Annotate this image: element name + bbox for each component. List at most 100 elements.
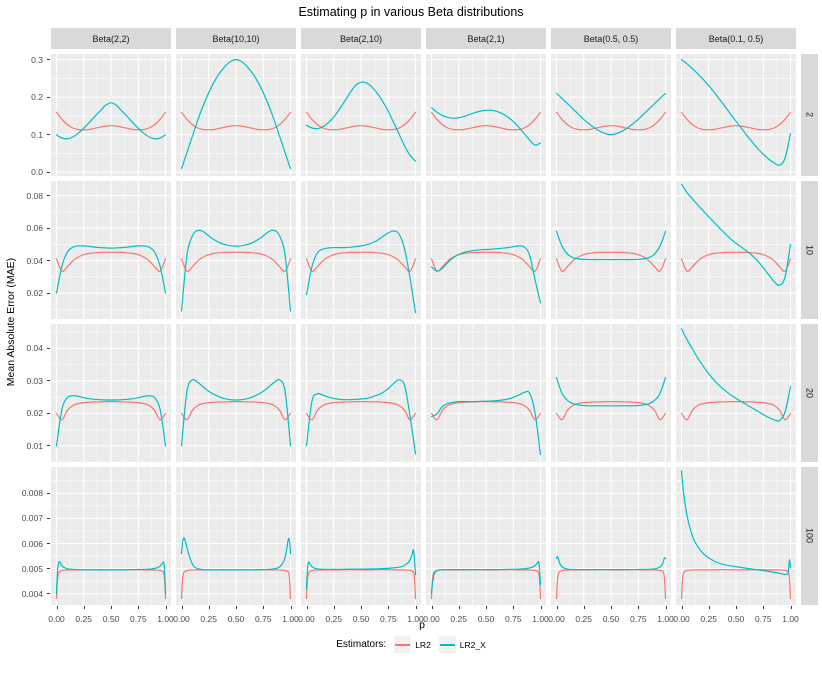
y-tick-mark (47, 347, 50, 349)
x-tick-label: 0.75 (380, 614, 397, 624)
line-lr2-x (555, 555, 667, 571)
line-lr2 (680, 401, 792, 421)
line-lr2 (180, 111, 292, 131)
y-tick-label: 0.008 (21, 488, 43, 499)
line-lr2-x (55, 102, 167, 140)
x-tick-mark (486, 606, 487, 609)
line-lr2 (55, 111, 167, 131)
y-tick-mark (47, 96, 50, 98)
x-tick-label: 0.50 (727, 614, 745, 624)
x-tick-mark (556, 606, 558, 609)
line-lr2-x (305, 549, 417, 590)
line-lr2-x (305, 230, 417, 314)
line-lr2-x (680, 183, 792, 286)
line-lr2-x (305, 81, 417, 162)
facet-strip-row-10: 10 (801, 181, 818, 319)
x-tick-label: 0.25 (75, 614, 92, 624)
y-tick-mark (47, 59, 50, 61)
y-tick-label: 0.0 (31, 167, 43, 178)
facet-panel-n2-col0 (51, 54, 171, 176)
y-axis-2: 0.0 0.1 0.2 0.3 (4, 54, 50, 178)
facet-strip-row-2: 2 (801, 54, 818, 176)
x-tick-mark (540, 606, 542, 609)
x-tick-mark (638, 606, 640, 609)
line-lr2 (180, 251, 292, 272)
facet-strip-col-1: Beta(10,10) (176, 28, 296, 49)
x-tick-label: 0.50 (227, 614, 245, 624)
x-tick-label: 0.00 (673, 614, 690, 624)
facet-strip-col-2: Beta(2,10) (301, 28, 421, 49)
line-lr2-x (555, 230, 667, 261)
x-tick-mark (708, 606, 710, 609)
x-tick-label: 0.00 (173, 614, 190, 624)
y-tick-mark (47, 517, 50, 519)
facet-panel-n100-col2 (301, 467, 421, 605)
facet-panel-n2-col1 (176, 54, 296, 176)
x-axis-col1: 0.00 0.25 0.50 0.75 1.00 (173, 606, 299, 624)
x-tick-mark (458, 606, 460, 609)
x-tick-mark (138, 606, 140, 609)
y-tick-label: 0.004 (21, 588, 43, 599)
x-tick-mark (333, 606, 335, 609)
facet-strip-col-4: Beta(0.5, 0.5) (551, 28, 671, 49)
x-tick-mark (361, 606, 362, 609)
line-lr2 (430, 251, 542, 272)
facet-strip-row-20: 20 (801, 324, 818, 462)
y-tick-mark (47, 492, 50, 494)
x-tick-label: 0.50 (352, 614, 370, 624)
line-lr2 (180, 401, 292, 421)
line-lr2 (430, 111, 542, 131)
x-tick-mark (236, 606, 237, 609)
y-tick-mark (47, 195, 50, 197)
legend-key-lr2_x (438, 636, 456, 653)
line-lr2-x (180, 537, 292, 571)
y-tick-label: 0.03 (26, 375, 43, 386)
x-tick-mark (431, 606, 433, 609)
line-lr2-x (55, 245, 167, 294)
line-lr2 (55, 251, 167, 272)
line-lr2 (555, 251, 667, 272)
x-axis-col4: 0.00 0.25 0.50 0.75 1.00 (548, 606, 674, 624)
x-tick-label: 1.00 (282, 614, 299, 624)
x-tick-label: 0.50 (102, 614, 120, 624)
x-tick-label: 0.00 (298, 614, 315, 624)
y-tick-label: 0.1 (31, 129, 43, 140)
legend-key-lr2 (394, 636, 412, 653)
line-lr2-x (55, 560, 167, 595)
x-tick-mark (790, 606, 792, 609)
y-tick-mark (47, 412, 50, 414)
line-lr2 (55, 401, 167, 421)
x-tick-mark (388, 606, 390, 609)
facet-panel-n100-col1 (176, 467, 296, 605)
legend: Estimators: LR2 LR2_X (0, 636, 822, 653)
x-tick-label: 0.00 (423, 614, 440, 624)
facet-strip-row-100: 100 (801, 467, 818, 605)
x-tick-mark (763, 606, 765, 609)
facet-panel-n10-col0 (51, 181, 171, 319)
line-lr2 (305, 569, 417, 600)
facet-panel-n2-col3 (426, 54, 546, 176)
x-tick-mark (263, 606, 265, 609)
x-tick-mark (56, 606, 58, 609)
legend-key-line-icon (439, 643, 455, 646)
facet-panel-n100-col4 (551, 467, 671, 605)
x-tick-label: 0.50 (602, 614, 620, 624)
x-tick-label: 0.00 (548, 614, 565, 624)
facet-panel-n20-col1 (176, 324, 296, 462)
line-lr2 (555, 111, 667, 131)
facet-panel-n20-col5 (676, 324, 796, 462)
line-lr2-x (180, 59, 292, 170)
corner-bottom-right (801, 610, 818, 624)
line-lr2-x (430, 390, 542, 456)
y-axis-20: 0.01 0.02 0.03 0.04 (4, 324, 50, 462)
line-lr2-x (55, 395, 167, 447)
facet-panel-n10-col4 (551, 181, 671, 319)
x-tick-label: 0.50 (477, 614, 495, 624)
x-axis-col5: 0.00 0.25 0.50 0.75 1.00 (673, 606, 799, 624)
y-axis-10: 0.02 0.04 0.06 0.08 (4, 181, 50, 319)
facet-panel-n100-col3 (426, 467, 546, 605)
x-tick-label: 0.75 (755, 614, 772, 624)
x-tick-label: 1.00 (657, 614, 674, 624)
y-tick-label: 0.01 (26, 440, 43, 451)
y-tick-label: 0.2 (31, 92, 43, 103)
